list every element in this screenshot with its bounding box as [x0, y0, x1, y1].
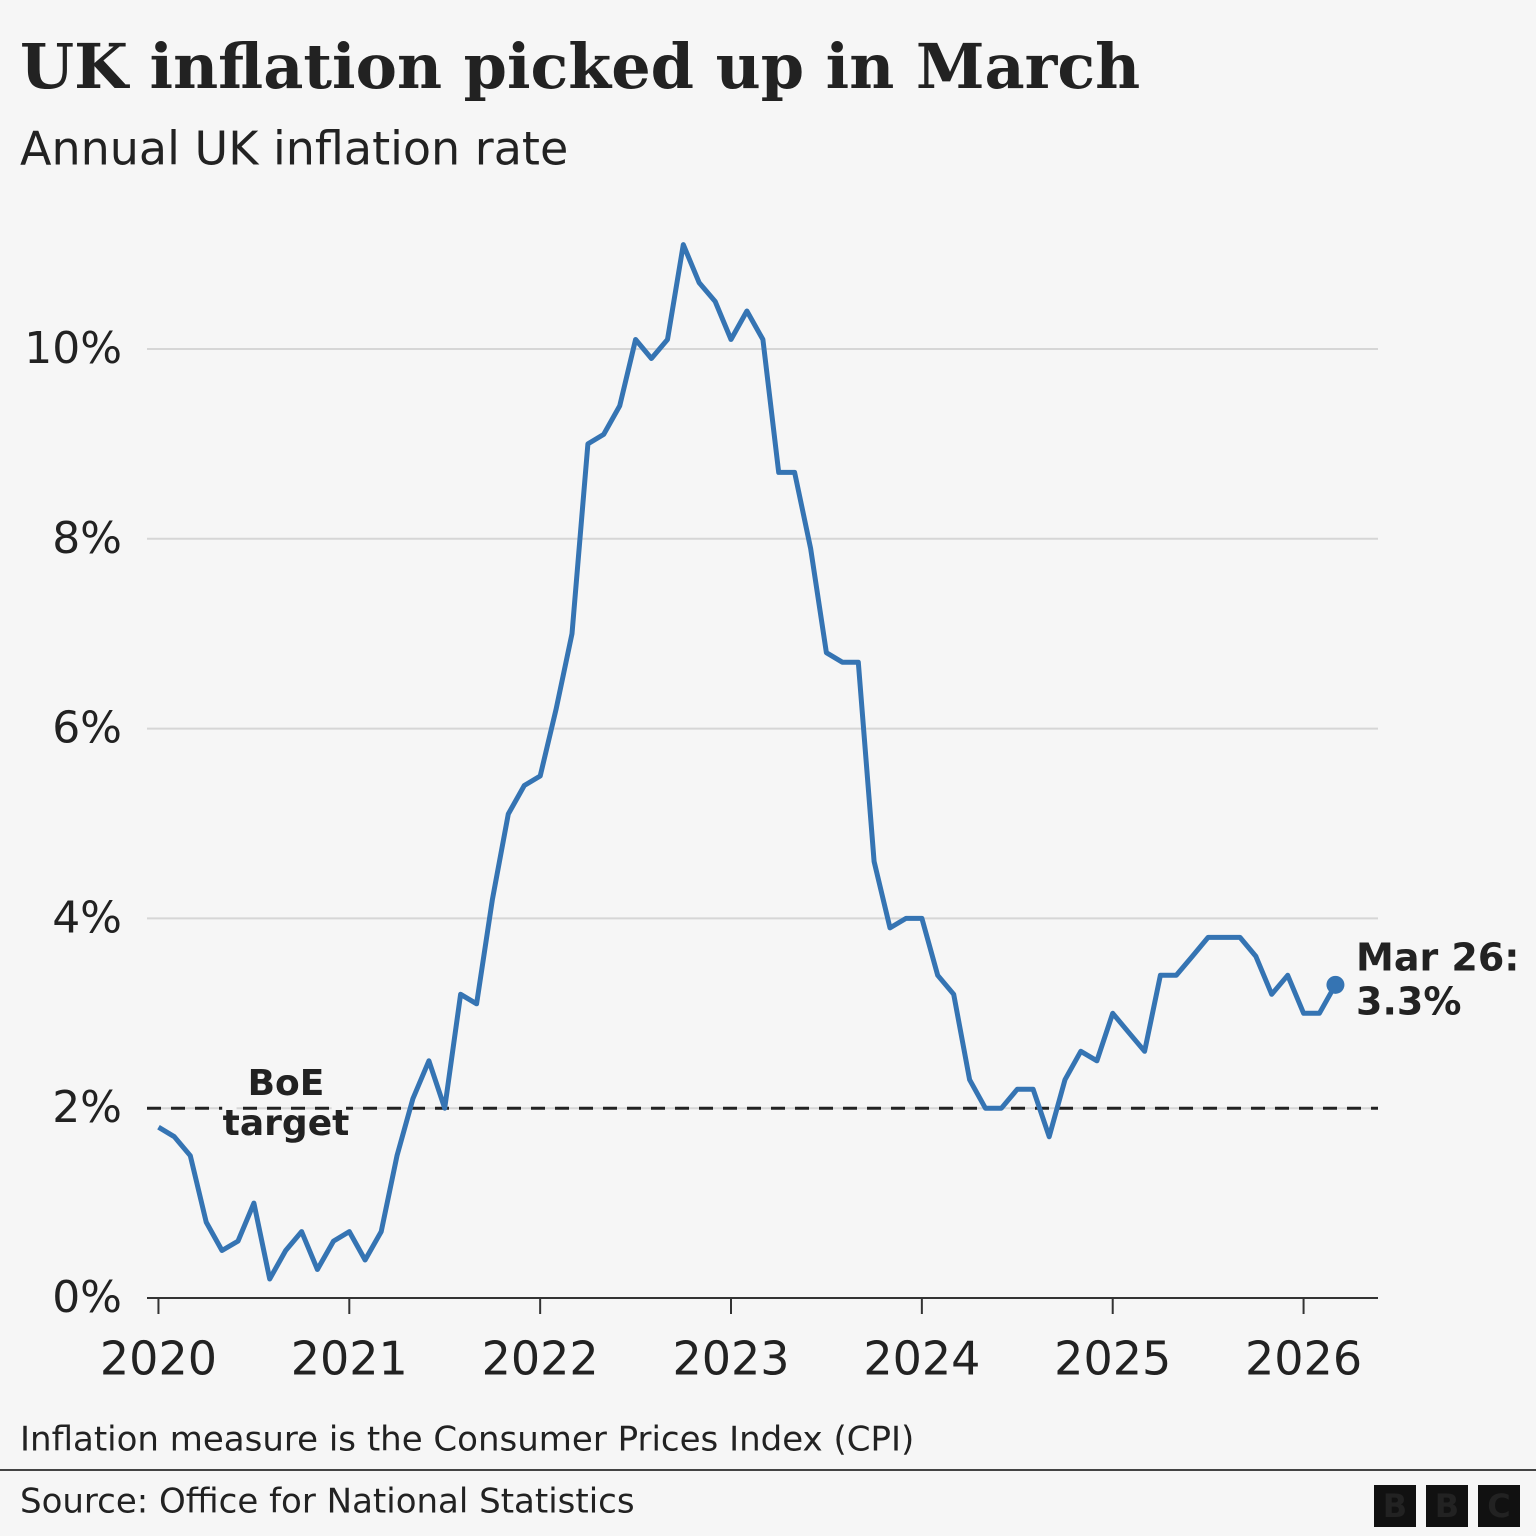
source: Source: Office for National Statistics	[20, 1482, 635, 1522]
y-tick-label: 10%	[24, 323, 122, 374]
x-tick-label: 2025	[1054, 1332, 1171, 1386]
x-tick-label: 2024	[863, 1332, 980, 1386]
chart-subtitle: Annual UK inflation rate	[20, 122, 568, 176]
y-tick-label: 2%	[52, 1082, 122, 1133]
footnote: Inflation measure is the Consumer Prices…	[20, 1420, 914, 1460]
y-tick-label: 4%	[52, 892, 122, 943]
logo-letter: C	[1487, 1487, 1510, 1525]
y-tick-label: 0%	[52, 1272, 122, 1323]
reference-label: BoE	[248, 1063, 325, 1104]
y-tick-label: 8%	[52, 513, 122, 564]
reference-label: target	[223, 1103, 350, 1144]
point-label: Mar 26:	[1356, 936, 1520, 980]
logo-box	[1478, 1485, 1520, 1527]
end-point	[1326, 975, 1345, 994]
chart-title: UK inflation picked up in March	[20, 30, 1140, 103]
logo-box	[1426, 1485, 1468, 1527]
x-tick-label: 2022	[482, 1332, 599, 1386]
series-line	[157, 242, 1338, 1282]
point-value-label: 3.3%	[1356, 980, 1461, 1024]
logo-letter: B	[1383, 1487, 1407, 1525]
x-tick-label: 2023	[672, 1332, 789, 1386]
x-tick-label: 2020	[100, 1332, 217, 1386]
logo-letter: B	[1435, 1487, 1459, 1525]
logo-box	[1374, 1485, 1416, 1527]
x-tick-label: 2021	[291, 1332, 408, 1386]
x-tick-label: 2026	[1245, 1332, 1362, 1386]
y-tick-label: 6%	[52, 703, 122, 754]
